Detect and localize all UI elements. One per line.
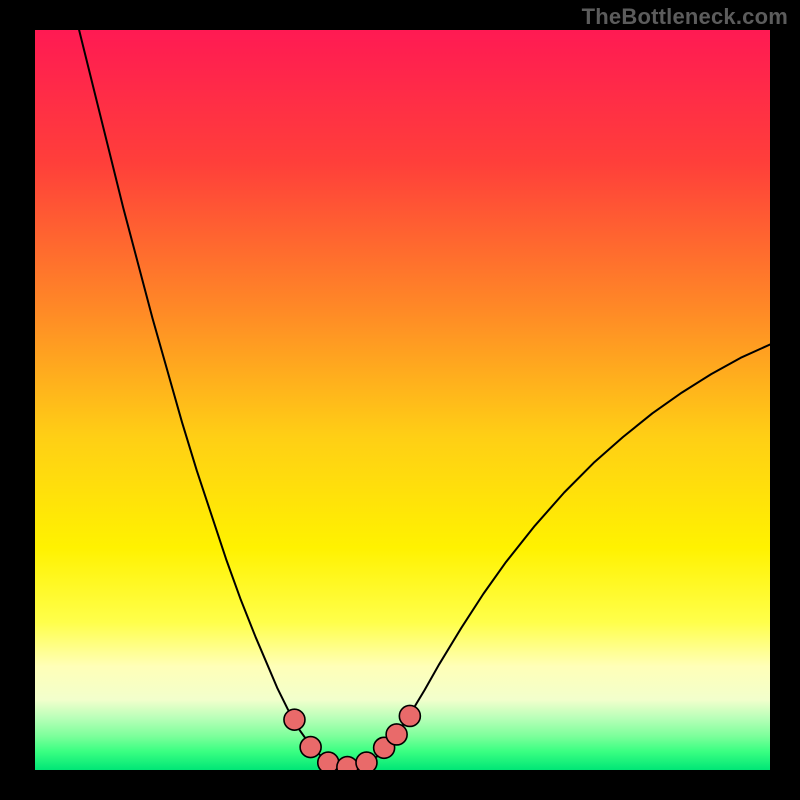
marker-dot xyxy=(399,705,420,726)
marker-dot xyxy=(337,757,358,770)
marker-dot xyxy=(386,724,407,745)
plot-area xyxy=(35,30,770,770)
marker-dot xyxy=(356,752,377,770)
watermark-text: TheBottleneck.com xyxy=(582,4,788,30)
chart-svg xyxy=(35,30,770,770)
marker-dot xyxy=(284,709,305,730)
marker-dot xyxy=(318,752,339,770)
marker-dot xyxy=(300,737,321,758)
chart-canvas: TheBottleneck.com xyxy=(0,0,800,800)
gradient-background xyxy=(35,30,770,770)
